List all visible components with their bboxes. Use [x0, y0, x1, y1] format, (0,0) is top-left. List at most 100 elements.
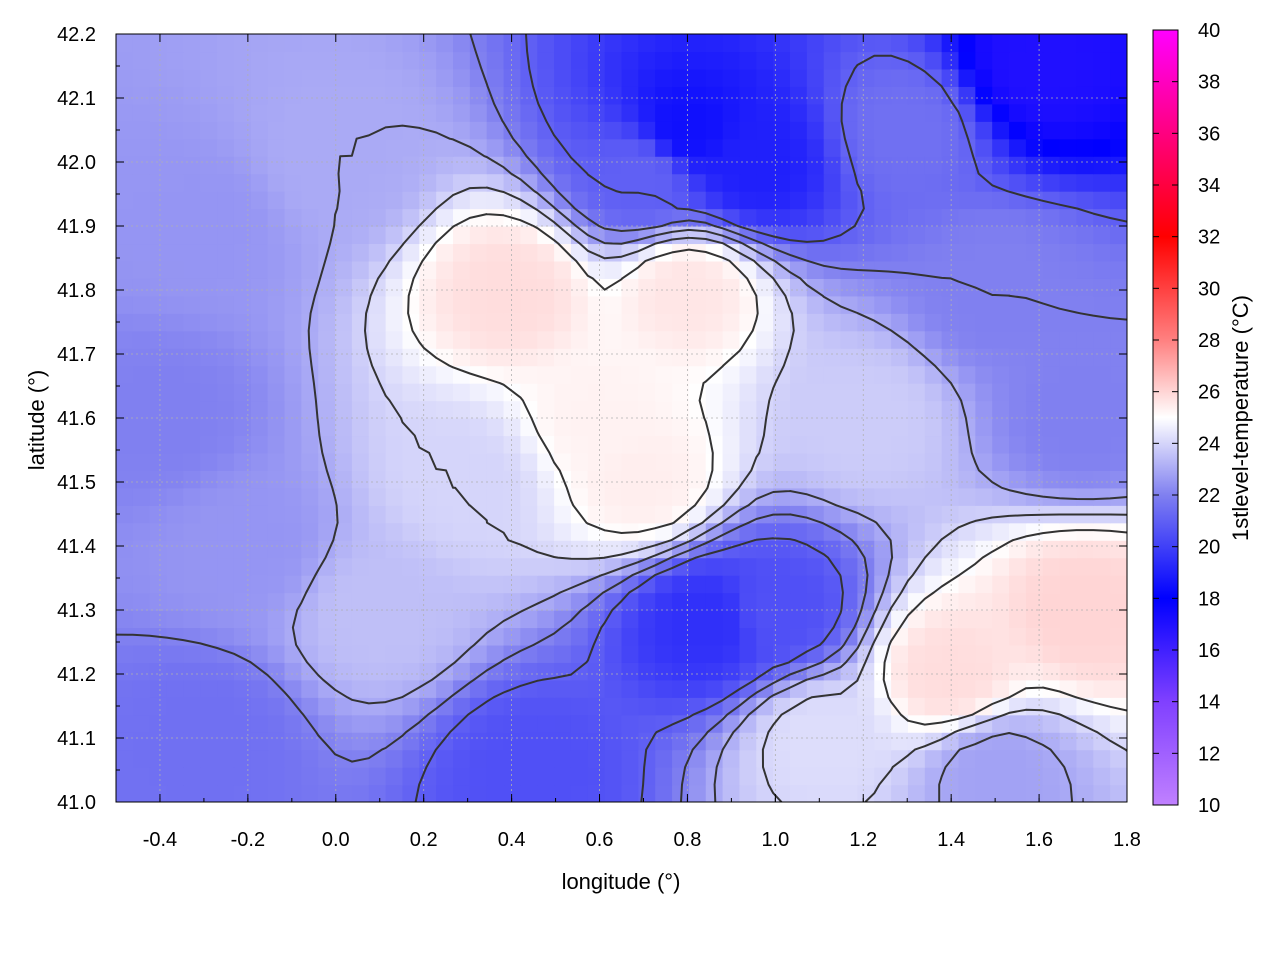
heat-cell — [318, 679, 336, 698]
heat-cell — [975, 191, 993, 210]
heat-cell — [672, 487, 690, 506]
heat-cell — [217, 470, 235, 489]
heat-cell — [183, 697, 201, 716]
heat-cell — [520, 330, 538, 349]
heat-cell — [503, 470, 521, 489]
heat-cell — [486, 383, 505, 402]
heat-cell — [924, 295, 943, 314]
heat-cell — [604, 435, 623, 454]
heat-cell — [351, 348, 370, 367]
heat-cell — [385, 121, 404, 140]
heat-cell — [436, 68, 454, 87]
x-tick-label: 0.0 — [322, 829, 350, 851]
heat-cell — [183, 767, 201, 786]
heat-cell — [233, 156, 252, 175]
heat-cell — [924, 767, 943, 786]
heat-cell — [419, 156, 437, 175]
heat-cell — [891, 505, 909, 524]
heat-cell — [621, 121, 639, 140]
heat-cell — [250, 348, 269, 367]
heat-cell — [1110, 121, 1127, 140]
heat-cell — [1110, 348, 1127, 367]
heat-cell — [604, 330, 623, 349]
heat-cell — [284, 173, 302, 192]
heat-cell — [739, 592, 757, 611]
heat-cell — [149, 103, 168, 122]
heat-cell — [722, 435, 741, 454]
heat-cell — [638, 34, 656, 53]
heat-cell — [570, 714, 589, 733]
heat-cell — [537, 418, 555, 437]
heat-cell — [351, 418, 370, 437]
heat-cell — [419, 435, 437, 454]
heat-cell — [335, 627, 353, 646]
heat-cell — [941, 191, 960, 210]
heat-cell — [537, 348, 555, 367]
heat-cell — [655, 348, 673, 367]
heat-cell — [335, 767, 353, 786]
heat-cell — [907, 522, 926, 541]
heat-cell — [941, 487, 960, 506]
heat-cell — [672, 383, 690, 402]
heat-cell — [958, 34, 976, 53]
heat-cell — [924, 487, 943, 506]
heat-cell — [419, 191, 437, 210]
heat-cell — [183, 714, 201, 733]
heat-cell — [385, 191, 404, 210]
heat-cell — [1042, 278, 1061, 297]
heat-cell — [116, 156, 134, 175]
temperature-field — [116, 34, 1127, 802]
heat-cell — [385, 505, 404, 524]
heat-cell — [453, 749, 471, 768]
heat-cell — [436, 103, 454, 122]
heat-cell — [705, 295, 724, 314]
heat-cell — [116, 208, 134, 227]
heat-cell — [840, 592, 858, 611]
heat-cell — [368, 191, 387, 210]
heat-cell — [739, 557, 757, 576]
heat-cell — [554, 348, 572, 367]
heat-cell — [132, 557, 151, 576]
heat-cell — [1059, 662, 1078, 681]
heat-cell — [941, 243, 960, 262]
heat-cell — [335, 260, 353, 279]
heat-cell — [419, 575, 437, 594]
y-tick-label: 41.2 — [57, 664, 96, 686]
heat-cell — [267, 208, 286, 227]
heat-cell — [554, 557, 572, 576]
heat-cell — [587, 191, 606, 210]
heat-cell — [655, 383, 673, 402]
heat-cell — [907, 313, 926, 332]
heat-cell — [1059, 522, 1078, 541]
heat-cell — [722, 749, 741, 768]
heat-cell — [621, 34, 639, 53]
heat-cell — [200, 592, 218, 611]
heat-cell — [335, 644, 353, 663]
heat-cell — [436, 575, 454, 594]
heat-cell — [183, 86, 201, 105]
heat-cell — [1025, 278, 1044, 297]
heat-cell — [688, 679, 707, 698]
heat-cell — [739, 103, 757, 122]
heat-cell — [1093, 191, 1111, 210]
heat-cell — [587, 592, 606, 611]
heat-cell — [149, 121, 168, 140]
heat-cell — [891, 522, 909, 541]
heat-cell — [1059, 103, 1078, 122]
heat-cell — [941, 278, 960, 297]
heat-cell — [958, 208, 976, 227]
y-tick-label: 41.9 — [57, 216, 96, 238]
heat-cell — [857, 121, 875, 140]
heat-cell — [790, 34, 808, 53]
heat-cell — [638, 767, 656, 786]
heat-cell — [621, 714, 639, 733]
heat-cell — [132, 243, 151, 262]
heat-cell — [1025, 627, 1044, 646]
heat-cell — [149, 540, 168, 559]
heat-cell — [1110, 191, 1127, 210]
heat-cell — [1110, 173, 1127, 192]
heat-cell — [840, 173, 858, 192]
heat-cell — [587, 470, 606, 489]
heat-cell — [857, 522, 875, 541]
